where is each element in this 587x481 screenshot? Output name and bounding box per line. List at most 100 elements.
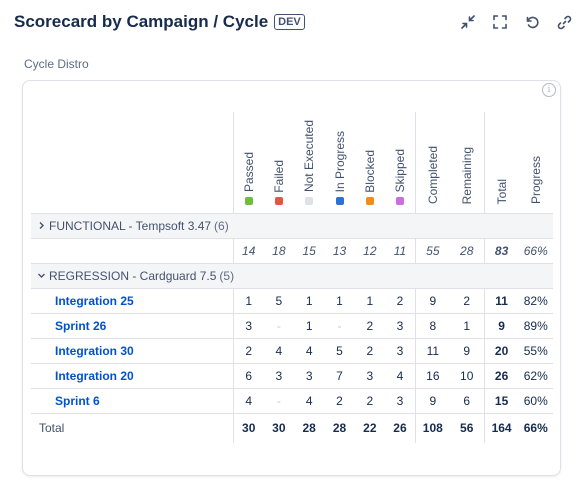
- name-column-header: [31, 112, 233, 213]
- value-cell: 28: [449, 237, 485, 263]
- value-cell: 11: [414, 337, 450, 363]
- value-cell: 164: [483, 412, 519, 443]
- group-count: (5): [219, 268, 235, 283]
- value-cell: 3: [385, 387, 416, 413]
- table-row: Integration 30 2 4 4 5 2 3 11 9 20 55%: [31, 337, 553, 363]
- value-cell: 11: [385, 237, 416, 263]
- value-cell: 18: [263, 237, 294, 263]
- widget-header: Scorecard by Campaign / Cycle DEV: [14, 10, 573, 34]
- column-header-row: Passed Failed Not Executed In Progress Block…: [31, 112, 553, 213]
- value-cell: 82%: [518, 287, 553, 313]
- column-header-not-executed: Not Executed: [294, 112, 324, 213]
- refresh-icon[interactable]: [523, 13, 541, 31]
- env-badge: DEV: [274, 14, 305, 30]
- legend-swatch-icon: [305, 196, 314, 205]
- value-cell: 28: [324, 412, 355, 443]
- value-cell: 62%: [518, 362, 553, 388]
- group-header-row[interactable]: FUNCTIONAL - Tempsoft 3.47 (6): [31, 212, 553, 238]
- value-cell: 10: [449, 362, 485, 388]
- group-header-row[interactable]: REGRESSION - Cardguard 7.5 (5): [31, 262, 553, 288]
- group-name: REGRESSION - Cardguard 7.5: [49, 268, 217, 283]
- value-cell: 15: [294, 237, 325, 263]
- cycle-link[interactable]: Integration 25: [31, 287, 234, 313]
- value-cell: 5: [324, 337, 355, 363]
- value-cell: 1: [294, 287, 325, 313]
- value-cell: -: [324, 312, 355, 338]
- minimize-icon[interactable]: [459, 13, 477, 31]
- value-cell: 22: [354, 412, 386, 443]
- value-cell: 15: [483, 387, 519, 413]
- value-cell: 56: [449, 412, 485, 443]
- value-cell: 66%: [518, 237, 553, 263]
- column-label: Skipped: [392, 149, 407, 193]
- link-icon[interactable]: [555, 13, 573, 31]
- value-cell: 55: [414, 237, 450, 263]
- value-cell: 2: [324, 387, 355, 413]
- table-row: Sprint 26 3-1-2 3 8 1 9 89%: [31, 312, 553, 338]
- cycle-link[interactable]: Sprint 26: [31, 312, 234, 338]
- cycle-link[interactable]: Integration 20: [31, 362, 234, 388]
- legend-swatch-icon: [395, 196, 404, 205]
- value-cell: 4: [385, 362, 416, 388]
- value-cell: 3: [385, 312, 416, 338]
- legend-swatch-icon: [274, 196, 283, 205]
- value-cell: 2: [449, 287, 485, 313]
- column-label: Not Executed: [302, 120, 317, 193]
- value-cell: 1: [294, 312, 325, 338]
- value-cell: 30: [263, 412, 294, 443]
- header-actions: [459, 10, 573, 34]
- group-toggle[interactable]: REGRESSION - Cardguard 7.5 (5): [31, 269, 234, 283]
- table-body: FUNCTIONAL - Tempsoft 3.47 (6) 14 18 15 13 12 1…: [31, 212, 553, 443]
- group-name: FUNCTIONAL - Tempsoft 3.47: [49, 218, 212, 233]
- column-header-total: Total: [483, 112, 519, 213]
- chevron-right-icon[interactable]: [37, 219, 49, 233]
- fullscreen-icon[interactable]: [491, 13, 509, 31]
- value-cell: 1: [324, 287, 355, 313]
- scorecard-table: Passed Failed Not Executed In Progress Block…: [31, 112, 553, 443]
- group-subtotal-row: 14 18 15 13 12 11 55 28 83 66%: [31, 237, 553, 263]
- value-cell: 6: [232, 362, 264, 388]
- value-cell: 4: [232, 387, 264, 413]
- empty-cell: [31, 237, 234, 263]
- value-cell: 11: [483, 287, 519, 313]
- column-header-failed: Failed: [264, 112, 294, 213]
- value-cell: 4: [294, 387, 325, 413]
- value-cell: 3: [354, 362, 386, 388]
- group-header-cell[interactable]: FUNCTIONAL - Tempsoft 3.47 (6): [31, 212, 553, 238]
- value-cell: 1: [354, 287, 386, 313]
- value-cell: 28: [294, 412, 325, 443]
- info-icon[interactable]: i: [542, 83, 556, 97]
- value-cell: 3: [263, 362, 294, 388]
- value-cell: 26: [483, 362, 519, 388]
- cycle-link[interactable]: Sprint 6: [31, 387, 234, 413]
- value-cell: 30: [232, 412, 264, 443]
- chevron-down-icon[interactable]: [37, 269, 49, 283]
- value-cell: -: [263, 312, 294, 338]
- widget-title: Scorecard by Campaign / Cycle: [14, 12, 269, 31]
- cycle-link[interactable]: Integration 30: [31, 337, 234, 363]
- value-cell: 8: [414, 312, 450, 338]
- column-label: Remaining: [459, 147, 474, 205]
- group-toggle[interactable]: FUNCTIONAL - Tempsoft 3.47 (6): [31, 219, 229, 233]
- value-cell: 1: [232, 287, 264, 313]
- value-cell: 9: [449, 337, 485, 363]
- value-cell: 6: [449, 387, 485, 413]
- column-header-in-progress: In Progress: [324, 112, 354, 213]
- value-cell: 2: [232, 337, 264, 363]
- value-cell: -: [263, 387, 294, 413]
- value-cell: 55%: [518, 337, 553, 363]
- group-header-cell[interactable]: REGRESSION - Cardguard 7.5 (5): [31, 262, 553, 288]
- value-cell: 12: [354, 237, 386, 263]
- value-cell: 83: [483, 237, 519, 263]
- value-cell: 1: [449, 312, 485, 338]
- column-header-progress: Progress: [519, 112, 553, 213]
- legend-swatch-icon: [244, 196, 253, 205]
- column-label: Failed: [271, 159, 286, 193]
- scorecard-panel: i Passed Failed Not Executed In Progress Blo…: [22, 80, 561, 476]
- value-cell: 20: [483, 337, 519, 363]
- value-cell: 3: [385, 337, 416, 363]
- value-cell: 4: [263, 337, 294, 363]
- column-label: Passed: [241, 152, 256, 193]
- column-header-passed: Passed: [232, 112, 264, 213]
- value-cell: 13: [324, 237, 355, 263]
